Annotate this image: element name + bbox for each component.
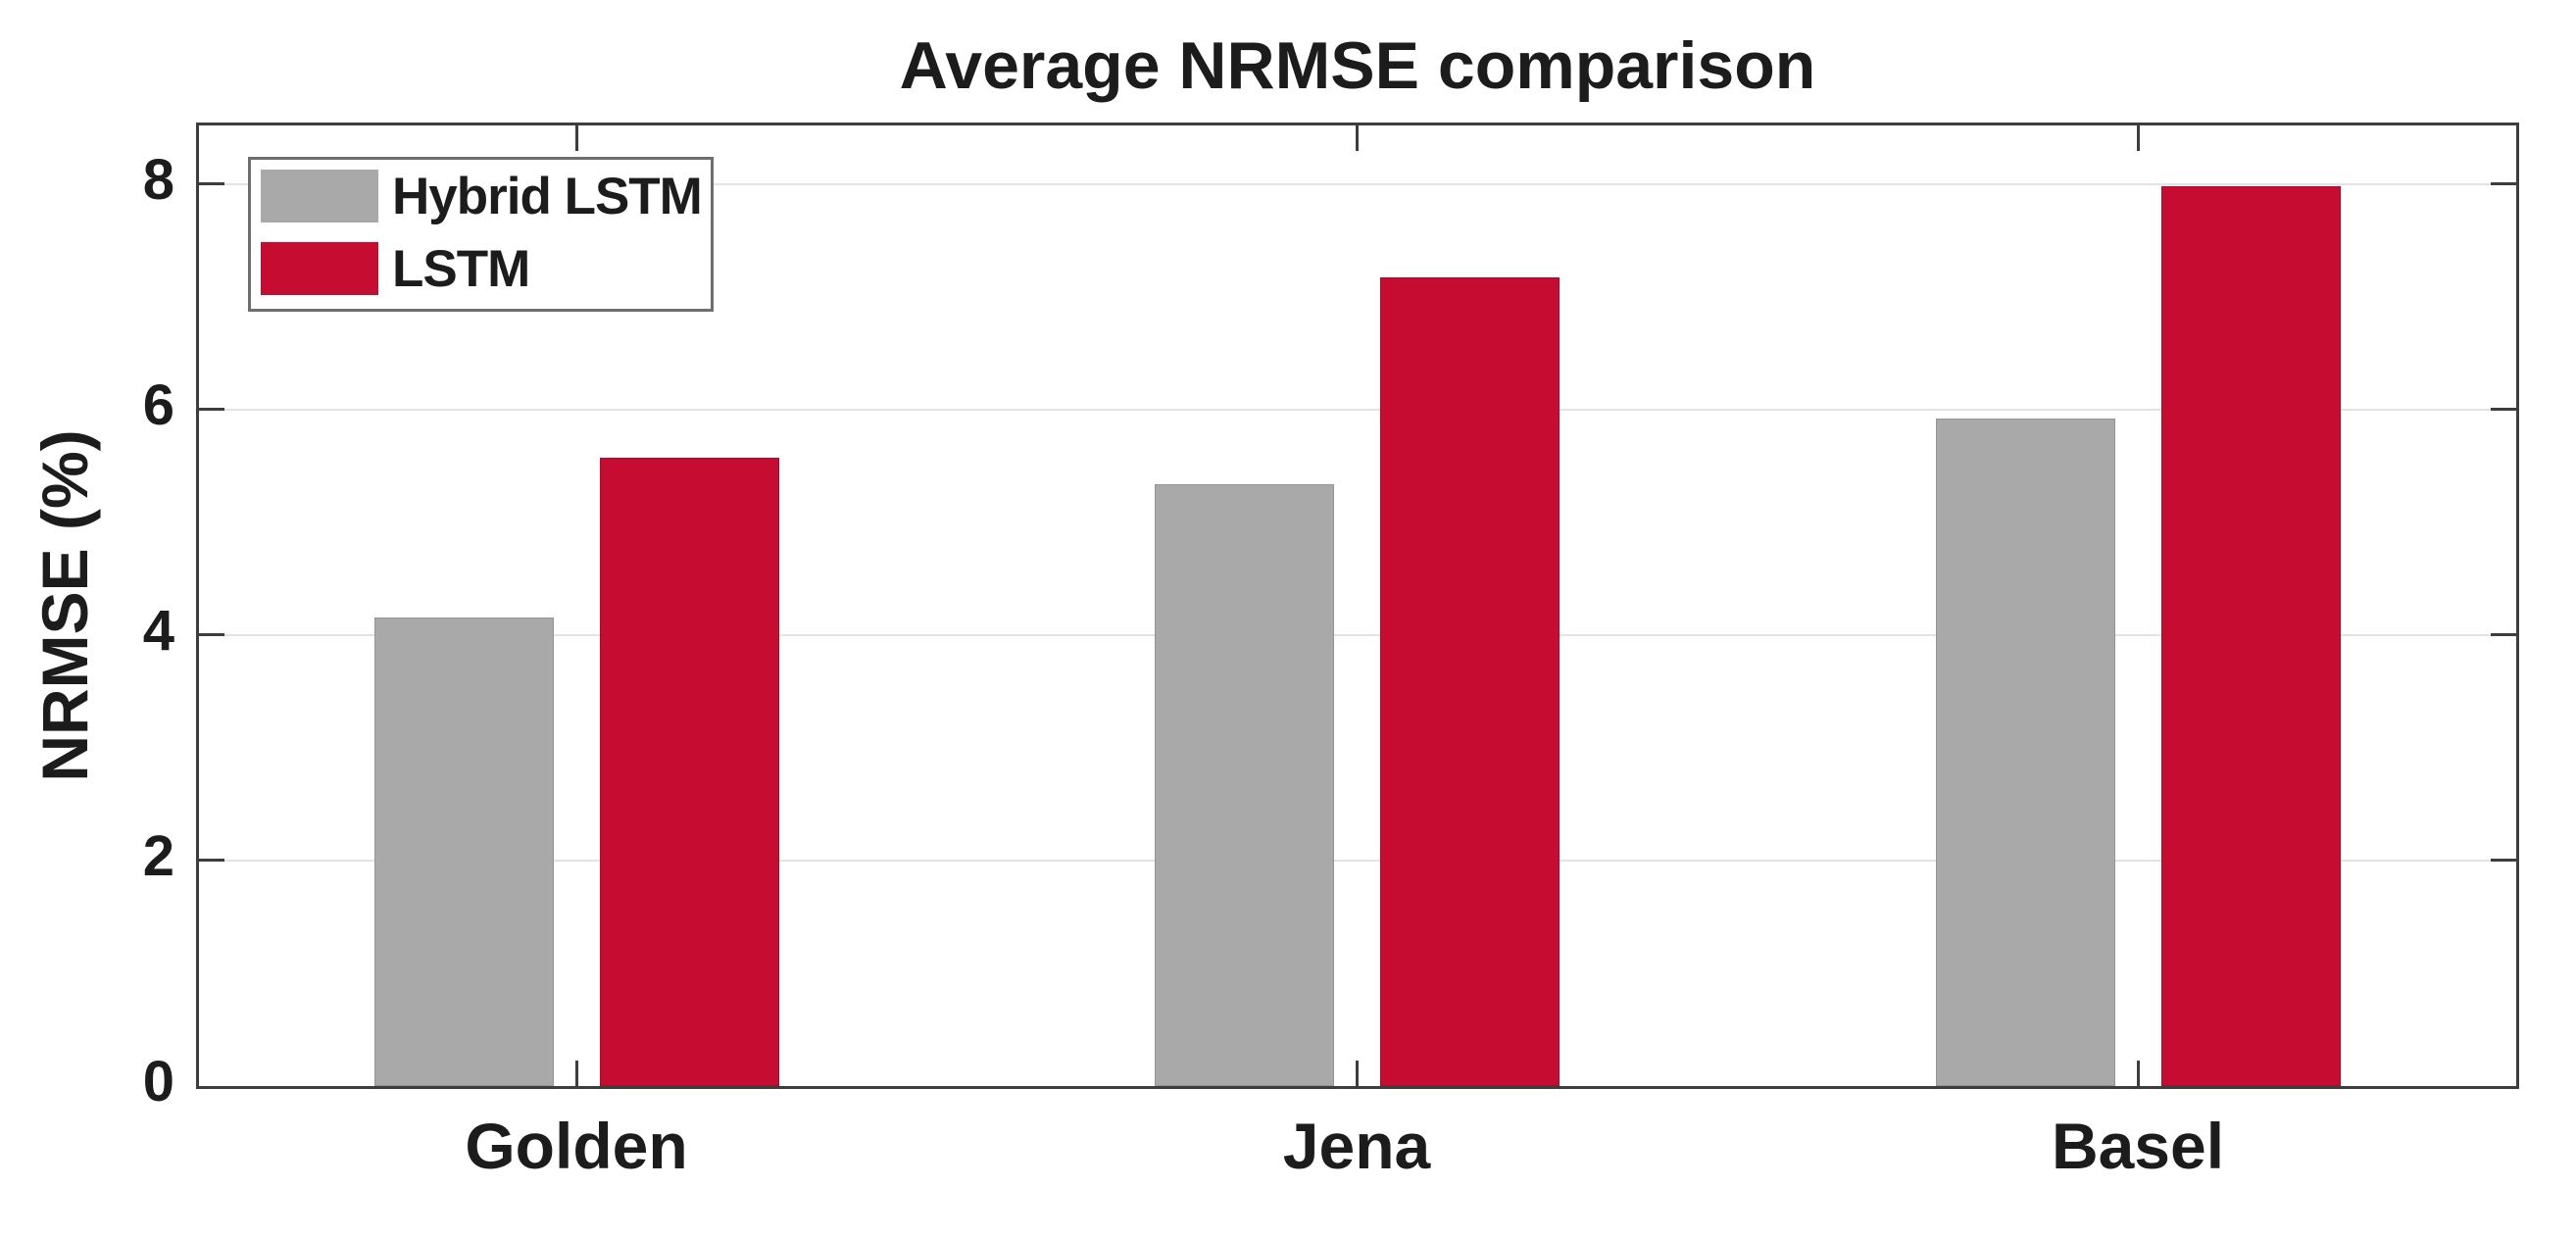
x-tick-label-jena: Jena xyxy=(1282,1110,1431,1182)
legend-swatch-hybrid-lstm xyxy=(261,170,378,223)
y-tick-label-0: 0 xyxy=(142,1050,174,1113)
gridline-y4 xyxy=(199,633,2516,636)
x-tick-bottom-golden xyxy=(574,1061,578,1086)
y-tick-left-2 xyxy=(199,859,224,863)
x-tick-top-golden xyxy=(574,125,578,151)
legend-label: Hybrid LSTM xyxy=(392,167,703,225)
y-tick-label-8: 8 xyxy=(142,147,174,212)
chart-title: Average NRMSE comparison xyxy=(899,28,1816,103)
y-tick-left-6 xyxy=(199,408,224,412)
bar-hybrid-lstm-golden xyxy=(373,617,554,1086)
bar-hybrid-lstm-basel xyxy=(1935,419,2115,1086)
x-tick-bottom-basel xyxy=(2136,1061,2140,1086)
y-tick-right-2 xyxy=(2491,859,2516,863)
x-tick-label-basel: Basel xyxy=(2051,1110,2225,1182)
gridline-y8 xyxy=(199,182,2516,185)
legend-label: LSTM xyxy=(392,239,530,298)
y-tick-right-8 xyxy=(2491,182,2516,186)
y-tick-label-6: 6 xyxy=(142,372,174,437)
legend-item-hybrid-lstm: Hybrid LSTM xyxy=(261,170,711,223)
bar-lstm-basel xyxy=(2160,186,2341,1086)
y-tick-right-6 xyxy=(2491,408,2516,412)
y-tick-right-4 xyxy=(2491,633,2516,637)
y-tick-left-8 xyxy=(199,182,224,186)
gridline-y6 xyxy=(199,408,2516,411)
x-tick-top-basel xyxy=(2136,125,2140,151)
bar-lstm-jena xyxy=(1379,277,1560,1086)
legend-swatch-lstm xyxy=(261,242,378,295)
x-tick-top-jena xyxy=(1355,125,1359,151)
bar-hybrid-lstm-jena xyxy=(1154,483,1334,1086)
bar-lstm-golden xyxy=(599,458,779,1086)
x-tick-label-golden: Golden xyxy=(465,1110,688,1182)
y-tick-label-2: 2 xyxy=(142,823,174,888)
y-tick-left-4 xyxy=(199,633,224,637)
legend: Hybrid LSTM LSTM xyxy=(248,157,714,312)
legend-item-lstm: LSTM xyxy=(261,242,711,295)
x-tick-bottom-jena xyxy=(1355,1061,1359,1086)
y-tick-label-4: 4 xyxy=(142,598,174,663)
gridline-y2 xyxy=(199,859,2516,862)
